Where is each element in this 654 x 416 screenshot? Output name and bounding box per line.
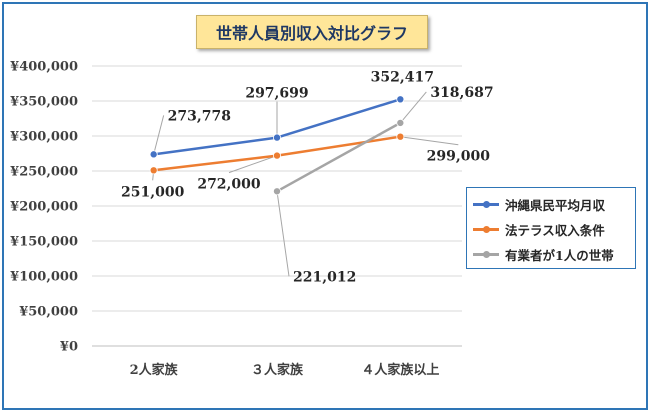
legend-item-0: 沖縄県民平均月収	[473, 192, 635, 217]
x-tick-label-2: ４人家族以上	[361, 362, 439, 378]
legend-label-1: 法テラス収入条件	[505, 223, 605, 238]
legend-item-2: 有業者が1人の世帯	[473, 242, 635, 267]
series-0-point-2	[396, 95, 405, 104]
series-0-point-1	[272, 133, 281, 142]
legend: 沖縄県民平均月収 法テラス収入条件 有業者が1人の世帯	[466, 187, 636, 269]
x-tick-label-1: ３人家族	[251, 362, 304, 378]
data-label-2-2: 318,687	[430, 85, 493, 101]
legend-label-2: 有業者が1人の世帯	[505, 248, 614, 263]
chart-title: 世帯人員別収入対比グラフ	[196, 15, 428, 49]
data-label-1-2: 299,000	[427, 149, 491, 165]
series-line-2	[276, 121, 401, 193]
legend-swatch-1	[473, 225, 499, 233]
legend-label-0: 沖縄県民平均月収	[505, 198, 606, 213]
series-1-point-0	[149, 166, 158, 175]
series-2-point-2	[396, 118, 405, 127]
series-lines	[149, 95, 405, 196]
series-0-point-0	[149, 150, 158, 159]
x-axis-ticks: 2人家族 ３人家族 ４人家族以上	[130, 362, 440, 378]
y-tick-label-0: ¥0	[60, 340, 78, 355]
legend-swatch-0	[473, 200, 499, 208]
y-tick-label-8: ¥400,000	[10, 60, 78, 75]
legend-item-1: 法テラス収入条件	[473, 217, 635, 242]
y-tick-label-2: ¥100,000	[10, 270, 78, 285]
leader-0-0	[153, 115, 165, 155]
series-1-point-1	[272, 151, 281, 160]
data-label-0-1: 297,699	[245, 86, 308, 102]
y-axis-ticks: ¥0 ¥50,000 ¥100,000 ¥150,000 ¥200,000 ¥250,00…	[10, 60, 78, 355]
data-label-0-2: 352,417	[371, 69, 434, 85]
leader-2-1	[276, 191, 290, 277]
legend-swatch-2	[473, 250, 499, 258]
series-1-point-2	[396, 132, 405, 141]
leader-1-2	[400, 136, 459, 146]
y-tick-label-4: ¥200,000	[10, 200, 78, 215]
series-2-point-1	[272, 187, 281, 196]
y-tick-label-1: ¥50,000	[19, 305, 78, 320]
data-labels: 273,778 297,699 352,417 251,000 272,000 299,0…	[121, 69, 494, 285]
leader-2-2	[399, 91, 427, 124]
label-leader-lines	[152, 91, 459, 277]
y-tick-label-7: ¥350,000	[10, 95, 78, 110]
data-label-1-0: 251,000	[121, 184, 185, 200]
leader-1-1	[228, 155, 278, 174]
x-tick-label-0: 2人家族	[130, 362, 179, 378]
data-label-2-1: 221,012	[293, 269, 356, 285]
y-tick-label-3: ¥150,000	[10, 235, 78, 250]
data-label-0-0: 273,778	[168, 108, 231, 124]
y-tick-label-5: ¥250,000	[10, 165, 78, 180]
data-label-1-1: 272,000	[197, 177, 261, 193]
y-tick-label-6: ¥300,000	[10, 130, 78, 145]
